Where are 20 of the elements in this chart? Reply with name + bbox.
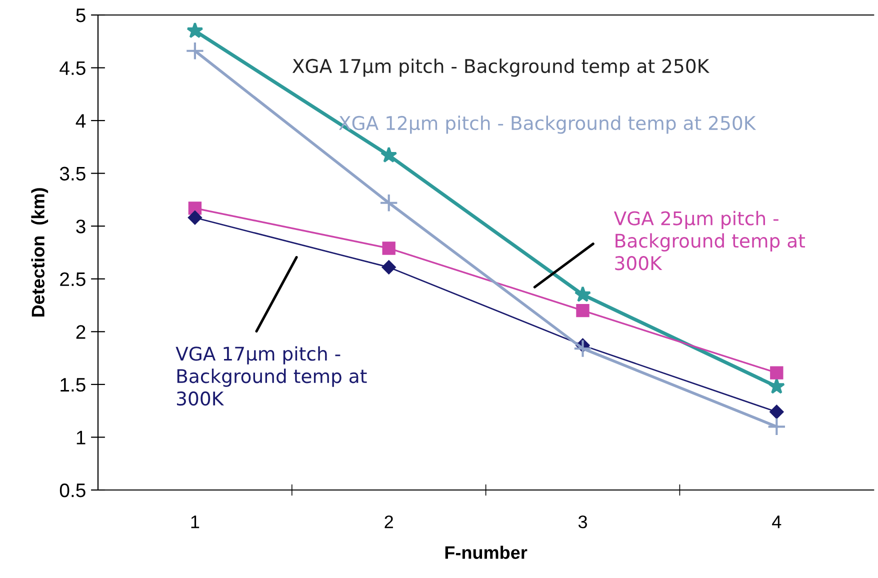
y-tick-label: 3.5 (60, 166, 86, 181)
y-tick-label: 1 (76, 430, 86, 444)
y-tick-label: 1.5 (60, 378, 86, 392)
y-tick-label: 3 (76, 220, 86, 234)
series-label: XGA 17µm pitch - Background temp at 250K (292, 58, 710, 77)
x-axis-title: F-number (445, 546, 528, 559)
series-label: XGA 12µm pitch - Background temp at 250K (339, 116, 756, 134)
y-tick-label: 4 (76, 114, 86, 128)
x-tick-label: 4 (772, 516, 782, 528)
x-tick-label: 2 (384, 515, 393, 528)
y-tick-label: 2 (76, 325, 86, 339)
text: VGA 17µm pitch - Background temp at 300K (176, 346, 367, 406)
x-tick-label: 3 (578, 515, 587, 528)
y-axis-title: Detection (km) (31, 188, 48, 316)
x-tick-label: 1 (191, 516, 200, 528)
y-tick-label: 0.5 (60, 483, 86, 498)
y-tick-label: 4.5 (60, 61, 86, 76)
text: VGA 25µm pitch - Background temp at 300K (614, 210, 805, 270)
y-tick-label: 5 (76, 8, 86, 22)
y-tick-label: 2.5 (60, 272, 86, 286)
